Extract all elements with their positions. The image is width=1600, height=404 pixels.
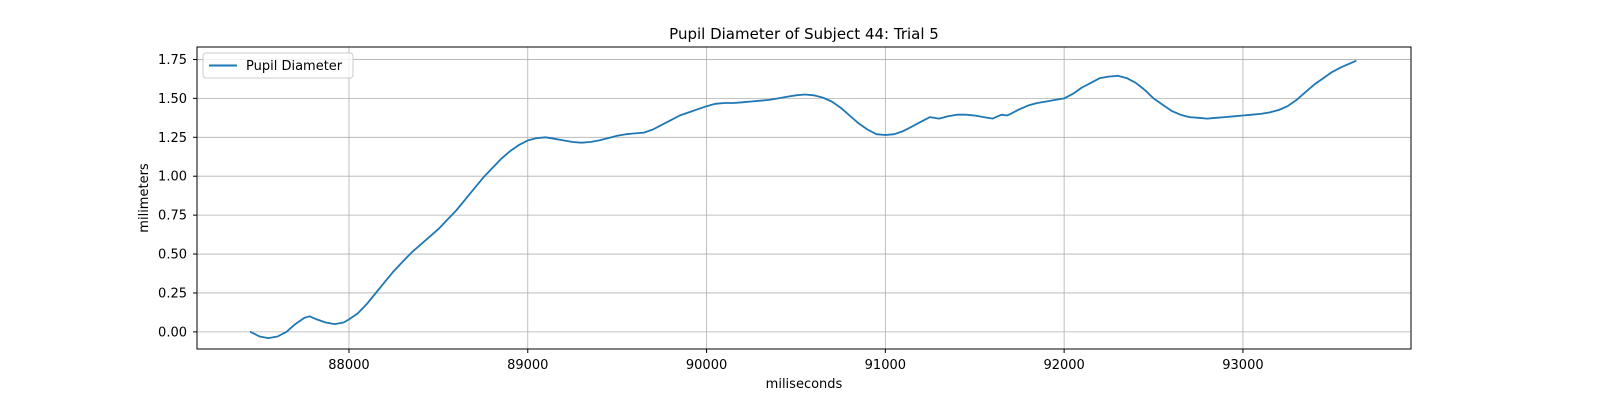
series-layer bbox=[249, 60, 1357, 340]
plot-frame bbox=[196, 46, 1412, 350]
x-axis-label: miliseconds bbox=[766, 377, 843, 392]
y-tick-label: 1.25 bbox=[158, 131, 187, 146]
x-tick-label: 89000 bbox=[507, 358, 548, 373]
x-tick-label: 92000 bbox=[1043, 358, 1084, 373]
y-tick-label: 0.00 bbox=[158, 325, 187, 340]
legend-box bbox=[202, 52, 354, 79]
x-tick-label: 90000 bbox=[686, 358, 727, 373]
y-axis-ticks: 0.00 0.25 0.50 0.75 1.00 1.25 1.50 1.75 bbox=[158, 53, 197, 340]
legend: Pupil Diameter bbox=[202, 52, 354, 79]
series-line-pupil-diameter bbox=[249, 60, 1357, 340]
y-tick-label: 0.50 bbox=[158, 248, 187, 263]
chart-title: Pupil Diameter of Subject 44: Trial 5 bbox=[669, 25, 939, 43]
y-tick-label: 1.00 bbox=[158, 170, 187, 185]
grid-lines bbox=[197, 47, 1411, 349]
x-tick-label: 88000 bbox=[328, 358, 369, 373]
x-axis-ticks: 88000 89000 90000 91000 92000 93000 bbox=[328, 349, 1264, 373]
y-tick-label: 0.25 bbox=[158, 286, 187, 301]
y-tick-label: 0.75 bbox=[158, 209, 187, 224]
y-tick-label: 1.50 bbox=[158, 92, 187, 107]
x-tick-label: 91000 bbox=[865, 358, 906, 373]
y-tick-label: 1.75 bbox=[158, 53, 187, 68]
legend-label: Pupil Diameter bbox=[246, 59, 343, 74]
y-axis-label: milimeters bbox=[137, 163, 152, 233]
x-tick-label: 93000 bbox=[1222, 358, 1263, 373]
